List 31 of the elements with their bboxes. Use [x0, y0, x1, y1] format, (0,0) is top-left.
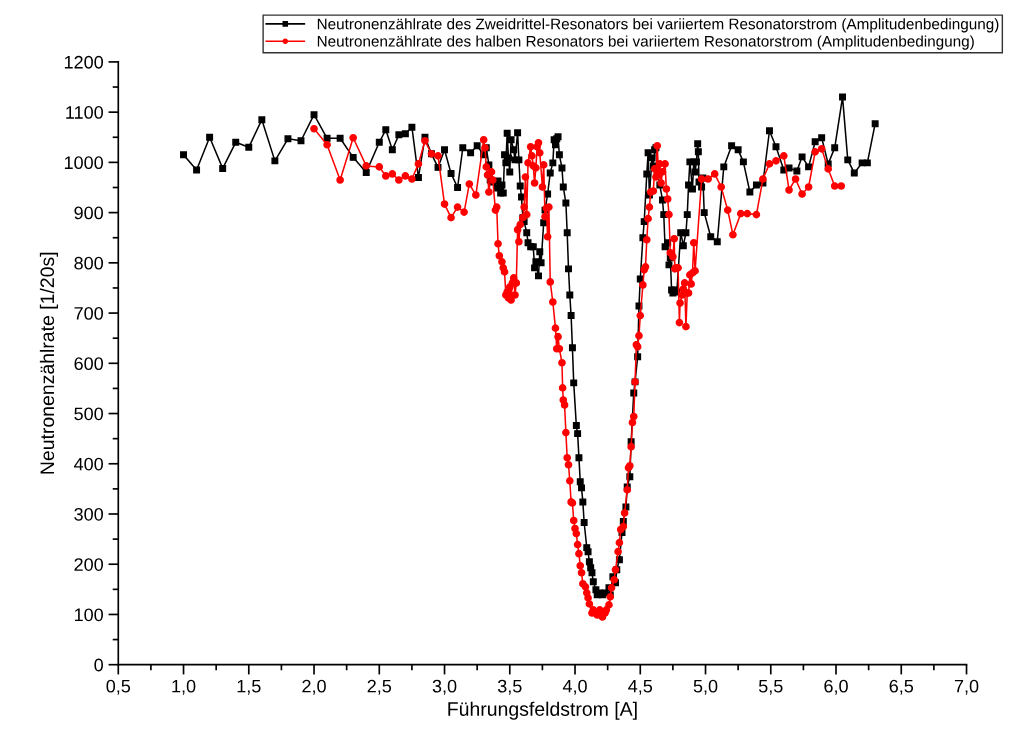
y-tick-label: 300	[74, 507, 103, 521]
legend-label: Neutronenzählrate des Zweidrittel-Resonators bei variiertem Resonatorstrom (Amplitudenbedingung)	[317, 18, 999, 33]
y-tick-label: 800	[74, 256, 103, 270]
y-tick-label: 900	[74, 206, 103, 220]
x-tick-label: 5,0	[693, 679, 718, 695]
x-tick-label: 6,5	[889, 679, 914, 695]
y-tick-label: 700	[74, 307, 103, 320]
x-tick-label: 2,5	[367, 679, 392, 695]
x-tick-label: 7,0	[954, 679, 979, 695]
y-tick-label: 400	[74, 457, 103, 471]
y-tick-label: 500	[74, 407, 103, 421]
x-tick-label: 2,0	[302, 679, 326, 695]
y-tick-label: 1100	[66, 106, 103, 119]
y-axis-title: Neutronenzählrate [1/20s]	[39, 252, 58, 474]
legend-label: Neutronenzählrate des halben Resonators bei variiertem Resonatorstrom (Amplitudenbedingung)	[317, 35, 974, 50]
x-tick-label: 3,5	[497, 679, 522, 695]
x-tick-label: 6,0	[824, 679, 848, 695]
y-tick-label: 100	[74, 608, 103, 622]
x-tick-label: 4,0	[562, 679, 587, 695]
y-tick-label: 1000	[64, 156, 103, 170]
x-tick-label: 1,0	[172, 679, 196, 695]
x-tick-label: 3,0	[432, 679, 457, 695]
y-tick-label: 0	[94, 658, 103, 672]
x-tick-label: 1,5	[237, 679, 261, 695]
x-tick-label: 4,5	[628, 679, 653, 695]
y-tick-label: 200	[74, 558, 103, 571]
y-tick-label: 600	[74, 357, 103, 371]
x-axis-title: Führungsfeldstrom [A]	[448, 701, 637, 720]
x-tick-label: 0,5	[106, 679, 131, 695]
x-tick-label: 5,5	[758, 679, 783, 695]
y-tick-label: 1200	[64, 55, 103, 69]
